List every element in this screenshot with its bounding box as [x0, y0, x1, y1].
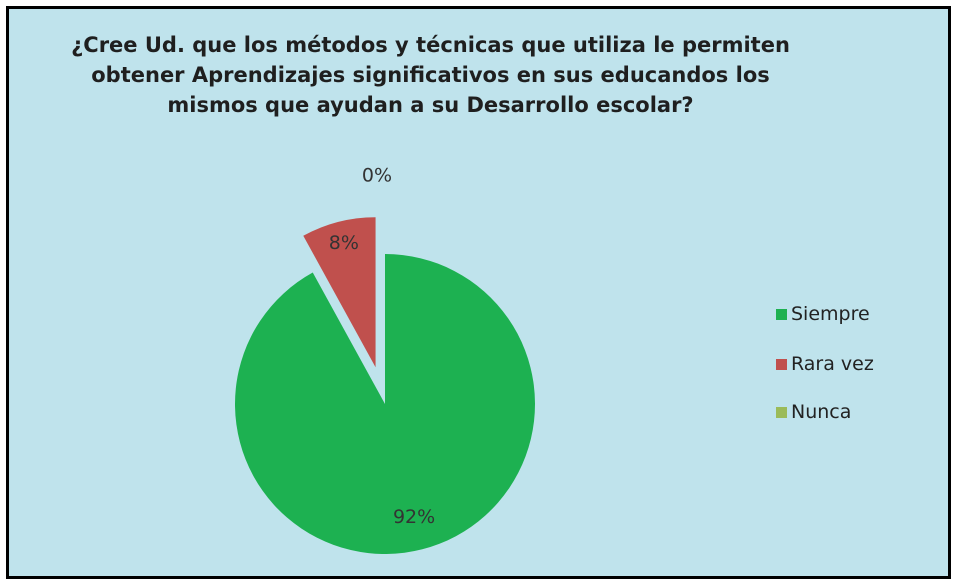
legend-item-nunca: Nunca: [776, 401, 851, 423]
legend-swatch-siempre: [776, 308, 787, 320]
legend-label-rara-vez: Rara vez: [791, 353, 874, 375]
chart-title: ¿Cree Ud. que los métodos y técnicas que…: [0, 30, 861, 120]
legend-label-nunca: Nunca: [791, 401, 852, 423]
data-label-nunca: 0%: [362, 165, 392, 187]
chart-title-line-3: mismos que ayudan a su Desarrollo escola…: [167, 93, 694, 117]
legend-swatch-nunca: [776, 406, 787, 418]
legend-swatch-rara-vez: [776, 358, 787, 370]
data-label-siempre: 92%: [393, 506, 435, 528]
legend-item-siempre: Siempre: [776, 303, 870, 325]
data-label-rara-vez: 8%: [329, 232, 359, 254]
legend-label-siempre: Siempre: [791, 303, 870, 325]
pie-slice-rara-vez: [303, 217, 376, 368]
pie-slice-siempre: [234, 254, 535, 554]
chart-title-line-2: obtener Aprendizajes significativos en s…: [91, 63, 770, 87]
chart-title-line-1: ¿Cree Ud. que los métodos y técnicas que…: [71, 33, 790, 57]
legend-item-rara-vez: Rara vez: [776, 353, 874, 375]
